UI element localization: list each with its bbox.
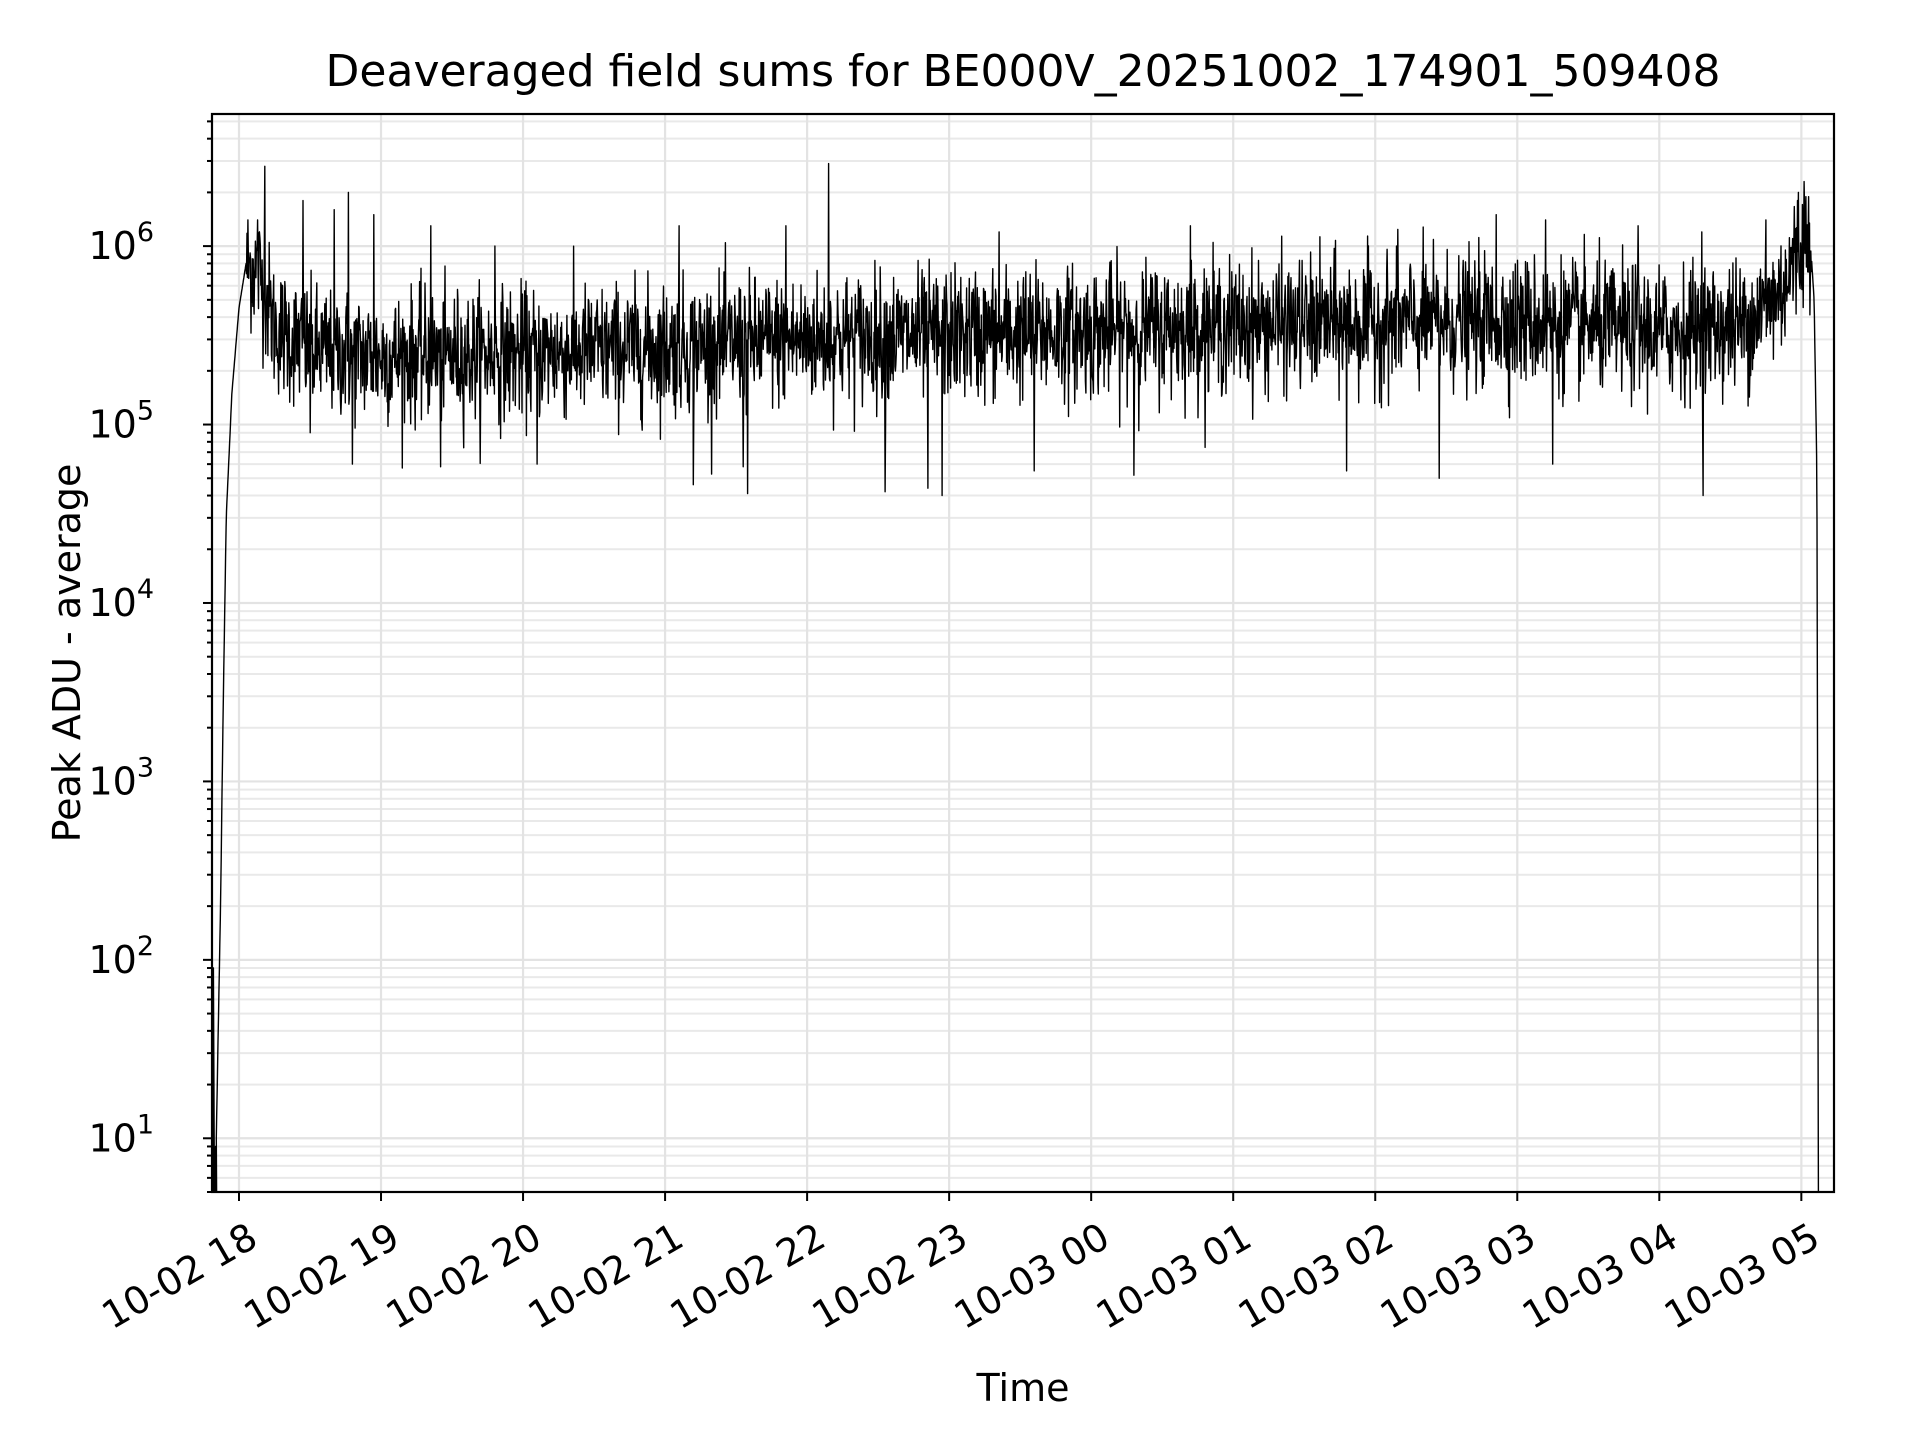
x-tick-label: 10-03 02 [1231,1214,1401,1338]
x-tick-label: 10-03 00 [947,1214,1117,1338]
x-tick-label: 10-03 05 [1657,1214,1827,1338]
y-tick-label: 103 [88,752,154,803]
y-tick-exponent: 5 [137,396,154,427]
y-tick-label: 104 [88,574,154,625]
x-tick-label: 10-02 18 [95,1214,265,1338]
x-tick-label: 10-03 03 [1373,1214,1543,1338]
y-axis-label: Peak ADU - average [45,464,89,843]
series-line [212,162,1820,1192]
grid [212,114,1834,1193]
y-tick-label: 102 [88,931,154,982]
y-tick-exponent: 3 [137,752,154,783]
y-tick-exponent: 4 [137,574,154,605]
y-tick-exponent: 1 [137,1109,154,1140]
x-tick-label: 10-02 21 [521,1214,691,1338]
series-layer [212,162,1820,1192]
x-tick-label: 10-02 23 [805,1214,975,1338]
x-tick-label: 10-02 22 [663,1214,833,1338]
x-tick-label: 10-02 19 [237,1214,407,1338]
x-tick-label: 10-03 04 [1515,1214,1685,1338]
y-tick-exponent: 2 [137,931,154,962]
y-axis: 101 102 103 104 105 106 [88,120,212,1193]
x-tick-label: 10-02 20 [379,1214,549,1338]
y-tick-label: 106 [88,217,154,268]
axes-frame [210,112,1836,1194]
x-axis-label: Time [976,1366,1070,1410]
y-tick-label: 105 [88,396,154,447]
chart-title: Deaveraged field sums for BE000V_2025100… [326,46,1721,97]
y-tick-exponent: 6 [137,217,154,248]
x-tick-label: 10-03 01 [1089,1214,1259,1338]
y-tick-label: 101 [88,1109,154,1160]
